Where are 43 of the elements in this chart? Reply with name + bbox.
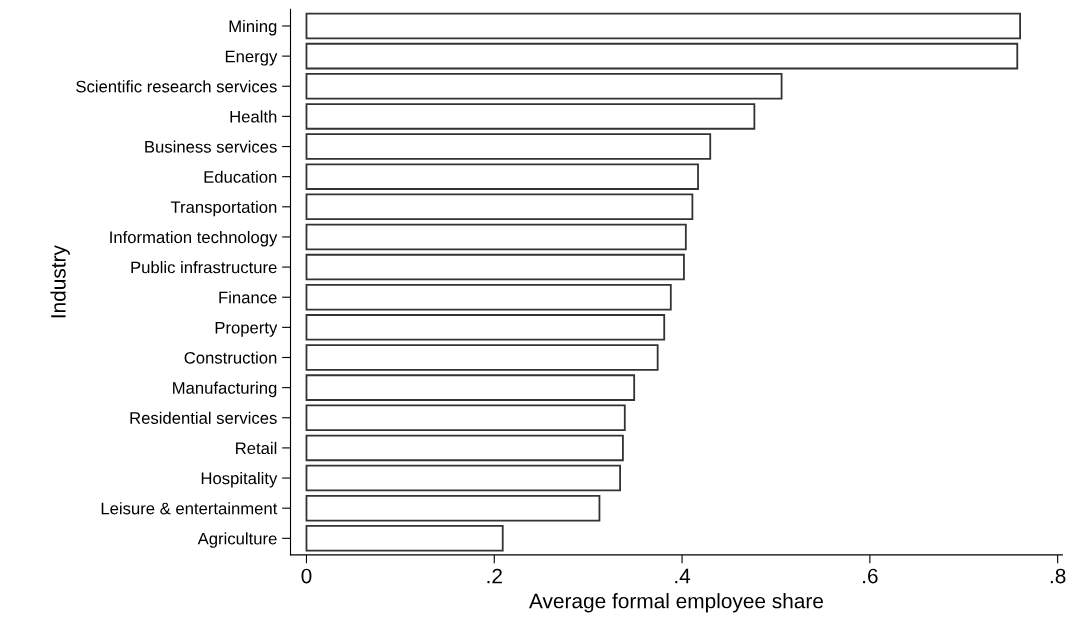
bar [305, 404, 626, 432]
y-tick-label: Energy [225, 50, 278, 66]
x-axis-title: Average formal employee share [529, 593, 823, 613]
y-tick-label: Finance [219, 291, 277, 304]
y-tick-label: Health [230, 110, 277, 123]
bar [305, 72, 783, 100]
bar [305, 494, 601, 522]
y-tick-label: Public infrastructure [131, 261, 277, 274]
bar [305, 314, 666, 341]
y-tick-label: Residential services [130, 411, 277, 424]
y-tick-label: Business services [145, 140, 277, 153]
x-tick-label: .4 [675, 568, 691, 584]
bar [305, 283, 672, 311]
x-tick-label: .2 [487, 568, 502, 584]
y-tick-label: Transportation [170, 200, 277, 217]
bar [305, 42, 1019, 70]
x-tick-label: .8 [1050, 568, 1066, 584]
bar [305, 344, 659, 371]
y-tick-label: Hospitality [201, 472, 278, 488]
x-tick-label: .6 [863, 568, 878, 584]
bar [305, 223, 687, 251]
y-tick-label: Mining [229, 19, 277, 36]
x-tick-label: 0 [301, 568, 312, 584]
y-tick-label: Scientific research services [76, 80, 277, 93]
bar [305, 525, 504, 552]
y-tick-label: Leisure & entertainment [101, 502, 278, 515]
y-tick-label: Agriculture [197, 532, 277, 548]
y-tick-label: Manufacturing [173, 381, 277, 398]
bar [305, 133, 712, 160]
y-tick-label: Information technology [110, 230, 278, 247]
bar [305, 464, 621, 492]
y-tick-label: Construction [184, 351, 277, 364]
bar [305, 12, 1022, 40]
y-tick-label: Property [215, 321, 278, 337]
bar [305, 193, 694, 221]
bar [305, 163, 699, 190]
y-tick-label: Education [204, 170, 277, 183]
y-axis-title: Industry [50, 245, 70, 318]
bar [305, 103, 756, 130]
bar [305, 434, 624, 462]
bar [305, 253, 685, 281]
bar [305, 374, 636, 401]
y-tick-label: Retail [236, 441, 277, 455]
